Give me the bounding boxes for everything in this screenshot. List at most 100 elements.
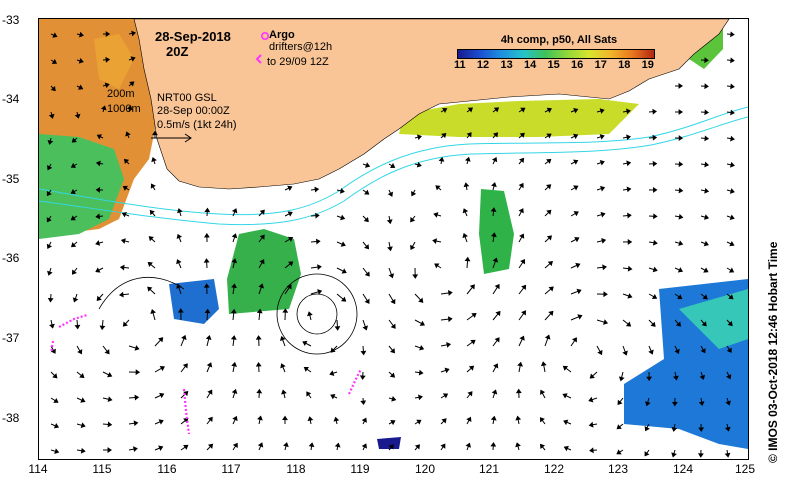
current-vector-head <box>699 374 706 380</box>
current-vector-head <box>546 235 553 241</box>
current-vector-head <box>362 325 369 331</box>
current-vector-head <box>388 444 394 450</box>
current-vector-head <box>359 375 366 380</box>
current-vector-head <box>389 372 396 378</box>
current-vector-head <box>259 234 265 240</box>
current-vector-head <box>515 415 522 421</box>
current-vector-head <box>257 442 264 448</box>
current-vector-head <box>410 217 416 223</box>
current-vector-head <box>539 443 546 450</box>
time-title: 20Z <box>166 44 189 59</box>
current-vector-head <box>416 134 422 141</box>
current-vector-head <box>280 335 286 342</box>
current-vector-head <box>650 321 656 327</box>
current-vector-head <box>470 339 476 345</box>
drifter-track-1 <box>58 313 88 328</box>
current-vector-head <box>414 444 421 450</box>
sst-patch-center-green <box>227 229 301 314</box>
current-vector-head <box>563 419 569 426</box>
colorbar-tick: 11 <box>454 59 466 71</box>
current-vector-head <box>282 415 288 421</box>
current-vector-head <box>599 159 605 166</box>
current-vector-head <box>599 134 605 140</box>
current-vector-head <box>547 261 553 267</box>
current-vector-head <box>652 239 658 246</box>
current-vector-head <box>50 348 56 354</box>
current-vector-head <box>492 132 499 138</box>
current-vector-head <box>80 397 86 403</box>
current-vector-head <box>333 416 340 422</box>
current-vector-head <box>79 372 85 379</box>
current-vector-head <box>677 267 684 273</box>
current-vector-head <box>255 362 262 367</box>
current-vector-head <box>231 258 238 264</box>
current-vector-head <box>672 375 679 381</box>
current-vector-head <box>207 389 213 395</box>
current-vector-head <box>182 363 188 369</box>
map-canvas <box>39 19 748 458</box>
map-panel: 28-Sep-2018 20Z Argo drifters@12h to 29/… <box>38 18 749 460</box>
current-vector-head <box>644 451 650 457</box>
current-vector-head <box>730 161 735 168</box>
current-vector-head <box>95 160 101 167</box>
x-tick-label: 116 <box>157 462 177 476</box>
current-vector-head <box>674 348 680 354</box>
current-vector-head <box>539 389 546 395</box>
current-vector-head <box>704 109 709 116</box>
current-vector-head <box>490 207 497 213</box>
current-vector-head <box>671 427 678 432</box>
current-vector-head <box>469 284 475 290</box>
current-vector-head <box>288 261 294 267</box>
current-vector-head <box>546 107 552 113</box>
current-vector-head <box>330 394 336 400</box>
current-vector-head <box>133 420 139 427</box>
current-vector-head <box>447 290 453 296</box>
argo-label: Argo <box>269 29 295 41</box>
current-vector-head <box>107 371 113 378</box>
current-vector-head <box>130 56 136 62</box>
current-vector-head <box>177 208 183 214</box>
current-vector-head <box>206 362 213 368</box>
current-vector-head <box>176 283 182 289</box>
land-mass <box>133 19 730 190</box>
colorbar-tick: 14 <box>523 59 537 71</box>
current-vector-head <box>495 310 501 317</box>
current-vector-head <box>72 297 79 303</box>
current-vector-head <box>572 337 577 343</box>
current-vector-head <box>203 232 210 238</box>
current-vector-head <box>704 161 710 168</box>
current-vector-head <box>671 401 678 407</box>
current-vector-head <box>287 185 293 191</box>
drifter-track-4 <box>348 368 362 395</box>
y-tick-label: -38 <box>2 411 20 425</box>
current-vector-head <box>334 326 341 331</box>
current-vector-head <box>441 133 447 139</box>
current-vector-head <box>150 308 156 315</box>
colorbar-tick: 19 <box>641 59 654 71</box>
current-vector-head <box>653 187 658 193</box>
current-vector-head <box>148 236 154 242</box>
current-vector-head <box>307 416 314 422</box>
current-vector-head <box>123 158 130 165</box>
current-vector-head <box>442 107 448 114</box>
sst-patches <box>39 19 748 449</box>
current-vector-head <box>257 415 263 421</box>
current-vector-head <box>440 443 446 449</box>
current-vector-head <box>434 263 440 269</box>
x-tick-label: 120 <box>414 462 436 476</box>
current-vector-head <box>363 216 369 223</box>
current-vector-head <box>444 367 450 374</box>
current-vector-head <box>562 393 568 399</box>
current-vector-head <box>341 268 347 274</box>
current-vector-head <box>588 396 594 403</box>
x-tick-label: 123 <box>607 462 629 476</box>
current-vector-head <box>678 161 684 168</box>
current-vector-head <box>306 391 312 397</box>
current-vector-head <box>648 349 654 355</box>
current-vector-head <box>387 191 394 197</box>
current-vector-head <box>46 217 52 223</box>
contour-1000m-label: 1000m <box>107 103 141 115</box>
current-vector-head <box>232 415 238 422</box>
current-vector-head <box>678 187 684 194</box>
current-vector-head <box>438 156 445 162</box>
